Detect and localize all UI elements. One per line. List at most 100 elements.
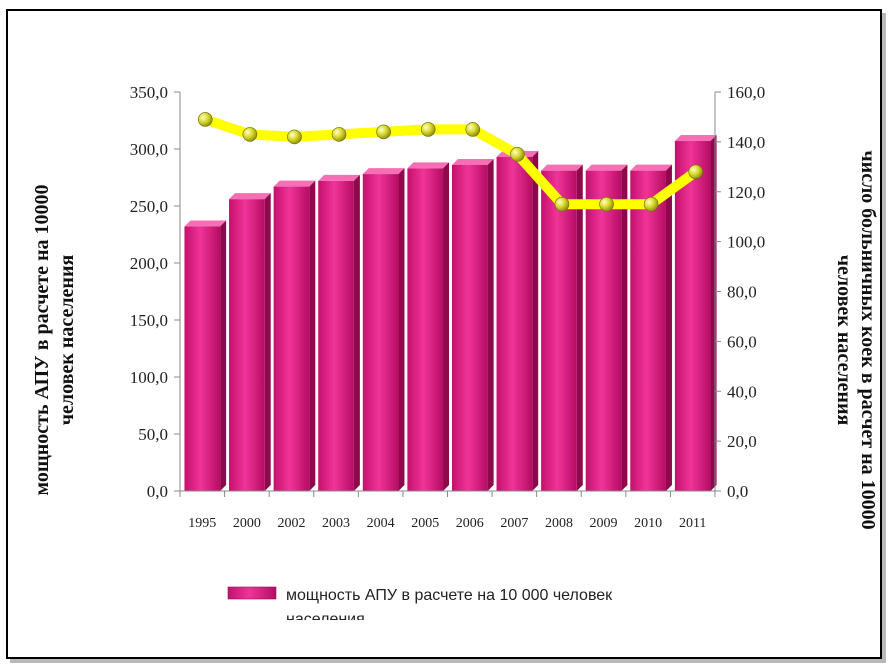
- bar-face: [184, 226, 221, 491]
- line-point-1995: [197, 112, 213, 127]
- bar-face: [674, 141, 711, 491]
- left-tick-label: 150,0: [130, 311, 168, 330]
- bar-top: [184, 220, 227, 227]
- right-tick-label: 100,0: [727, 233, 765, 252]
- right-tick-label: 120,0: [727, 183, 765, 202]
- bar-2000: [229, 193, 271, 491]
- bar-side: [487, 158, 494, 491]
- bar-face: [229, 199, 265, 491]
- right-axis-ticks: 0,0 20,0 40,0 60,0 80,0 100,0 120,0 140,0 160,0: [715, 83, 765, 501]
- bar-side: [309, 180, 316, 491]
- line-point-2009: [599, 196, 614, 212]
- line-point-2010: [643, 196, 659, 212]
- bar-face: [451, 164, 488, 491]
- bar-side: [576, 164, 583, 491]
- right-axis-title-line1: число больничных коек в расчет на 10000: [857, 150, 879, 529]
- left-tick-label: 0,0: [147, 482, 168, 501]
- right-tick-label: 80,0: [727, 283, 757, 302]
- x-tick-label: 2008: [545, 516, 573, 531]
- bar-face: [496, 156, 533, 492]
- bar-face: [273, 186, 310, 491]
- right-tick-label: 60,0: [727, 332, 757, 351]
- bar-top: [318, 174, 360, 181]
- right-tick-label: 40,0: [727, 382, 757, 401]
- bar-top: [407, 162, 450, 169]
- bar-side: [665, 164, 672, 491]
- x-tick-label: 2000: [233, 516, 261, 531]
- line-point-2000: [242, 127, 258, 142]
- bar-face: [407, 168, 444, 491]
- bar-top: [674, 135, 717, 142]
- bar-top: [630, 164, 672, 171]
- line-point-2002: [287, 129, 302, 145]
- bar-side: [220, 220, 227, 491]
- bar-side: [264, 193, 271, 491]
- bar-top: [585, 164, 628, 171]
- bar-face: [541, 170, 577, 491]
- right-tick-label: 0,0: [727, 482, 748, 501]
- line-point-2003: [331, 127, 347, 142]
- bar-2003: [318, 174, 360, 492]
- x-tick-label: 2010: [634, 516, 662, 531]
- right-tick-label: 160,0: [727, 83, 765, 102]
- bar-2006: [451, 158, 494, 491]
- bar-2007: [496, 150, 539, 492]
- right-tick-label: 140,0: [727, 133, 765, 152]
- left-tick-label: 200,0: [130, 254, 168, 273]
- line-point-2004: [376, 124, 391, 140]
- bar-side: [532, 150, 539, 492]
- line-path: [200, 114, 701, 210]
- legend-label-line1: мощность АПУ в расчете на 10 000 человек: [286, 587, 613, 604]
- x-axis-ticks: 1995 2000 2002 2003 2004 2005 2006 2007 2008 2009…: [179, 491, 716, 531]
- left-axis-title-line1: мощность АПУ в расчете на 10000: [31, 184, 53, 495]
- left-axis-title-line2: человек населения: [56, 255, 78, 426]
- bar-top: [273, 180, 316, 187]
- line-point-2011: [688, 164, 704, 180]
- bar-face: [585, 170, 622, 491]
- bar-2005: [407, 162, 450, 491]
- line-point-2005: [420, 122, 436, 137]
- bar-top: [229, 193, 271, 200]
- x-tick-label: 2006: [456, 516, 484, 531]
- left-tick-label: 50,0: [138, 425, 168, 444]
- line-point-2006: [465, 122, 481, 137]
- x-tick-label: 2002: [277, 516, 305, 531]
- left-tick-label: 350,0: [130, 83, 168, 102]
- x-tick-label: 2005: [411, 516, 439, 531]
- bar-face: [362, 174, 399, 491]
- x-tick-label: 1995: [188, 516, 216, 531]
- bar-1995: [184, 220, 227, 491]
- bar-2010: [630, 164, 672, 491]
- bar-2009: [585, 164, 628, 491]
- bar-top: [362, 168, 405, 175]
- left-tick-label: 250,0: [130, 197, 168, 216]
- bar-top: [451, 158, 494, 165]
- line-point-2007: [510, 147, 525, 162]
- bar-2004: [362, 168, 405, 491]
- right-tick-label: 20,0: [727, 432, 757, 451]
- bar-side: [621, 164, 628, 491]
- bar-side: [443, 162, 450, 491]
- bar-2002: [273, 180, 316, 491]
- x-tick-label: 2003: [322, 516, 350, 531]
- bar-face: [318, 180, 354, 492]
- x-tick-label: 2007: [500, 516, 528, 531]
- left-tick-label: 100,0: [130, 368, 168, 387]
- bar-side: [353, 174, 360, 492]
- left-axis-ticks: 0,0 50,0 100,0 150,0 200,0 250,0 300,0 350,0: [130, 83, 180, 501]
- x-tick-label: 2004: [367, 516, 395, 531]
- line-series: [197, 112, 704, 212]
- bar-top: [541, 164, 583, 171]
- bar-side: [398, 168, 405, 491]
- x-tick-label: 2011: [679, 516, 706, 531]
- x-tick-label: 2009: [590, 516, 618, 531]
- right-axis-title-line2: человек населения: [833, 255, 855, 426]
- bar-face: [630, 170, 666, 491]
- legend-swatch: [227, 586, 277, 600]
- line-point-2008: [554, 196, 570, 212]
- bar-side: [710, 135, 717, 491]
- bar-2008: [541, 164, 583, 491]
- left-tick-label: 300,0: [130, 140, 168, 159]
- bar-series: [184, 135, 717, 492]
